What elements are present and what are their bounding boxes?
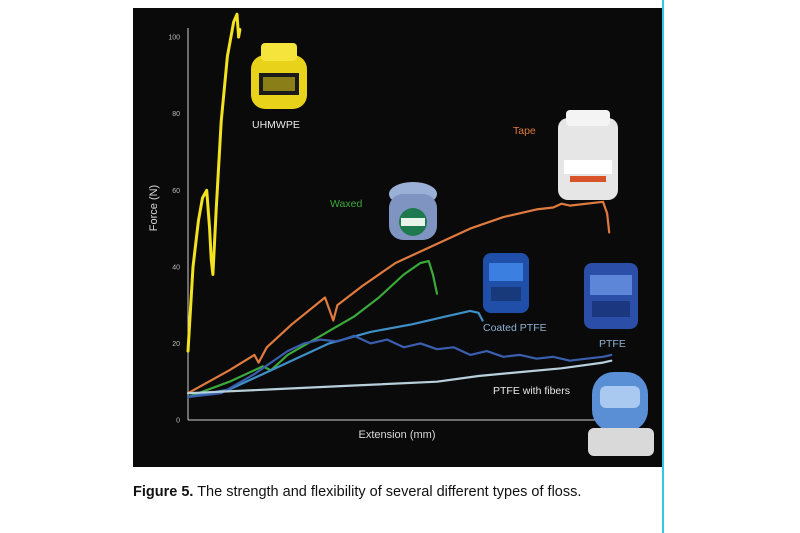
label-uhmwpe: UHMWPE: [252, 119, 300, 131]
y-tick-labels: 0 20 40 60 80 100: [168, 35, 180, 425]
y-axis-label: Force (N): [148, 185, 160, 231]
tape-dispenser-icon: [558, 110, 618, 200]
y-tick-label: 20: [172, 341, 180, 348]
series-line-tape: [186, 200, 611, 395]
y-tick-label: 40: [172, 264, 180, 271]
label-tape: Tape: [513, 125, 536, 137]
label-ptfe: PTFE: [599, 338, 626, 350]
label-coated-ptfe: Coated PTFE: [483, 322, 547, 334]
coated-ptfe-dispenser-icon: [483, 253, 529, 313]
chart-panel: 0 20 40 60 80 100 Extension (mm) Force (N): [133, 8, 662, 467]
waxed-dispenser-icon: [389, 182, 437, 240]
x-axis-label: Extension (mm): [358, 429, 435, 441]
y-tick-label: 100: [168, 35, 180, 42]
series-lines: [186, 12, 613, 399]
y-tick-label: 80: [172, 111, 180, 118]
ptfe-with-fibers-dispenser-icon: [588, 372, 654, 456]
figure-label: Figure 5.: [133, 484, 194, 500]
series-line-ptfe: [186, 334, 613, 399]
caption-text: The strength and flexibility of several …: [193, 484, 582, 500]
series-line-ptfe-with-fibers: [186, 359, 613, 395]
uhmwpe-dispenser-icon: [251, 43, 307, 109]
y-tick-label: 0: [176, 418, 180, 425]
series-line-waxed: [186, 260, 439, 399]
force-extension-chart: 0 20 40 60 80 100 Extension (mm) Force (N): [148, 12, 654, 456]
figure-caption: Figure 5. The strength and flexibility o…: [133, 483, 653, 501]
label-waxed: Waxed: [330, 198, 362, 210]
y-tick-label: 60: [172, 188, 180, 195]
accent-rule: [662, 0, 664, 533]
ptfe-dispenser-icon: [584, 263, 638, 329]
label-ptfe-with-fibers: PTFE with fibers: [493, 385, 570, 397]
series-line-coated-ptfe: [186, 309, 484, 399]
series-line-uhmwpe: [186, 12, 242, 353]
